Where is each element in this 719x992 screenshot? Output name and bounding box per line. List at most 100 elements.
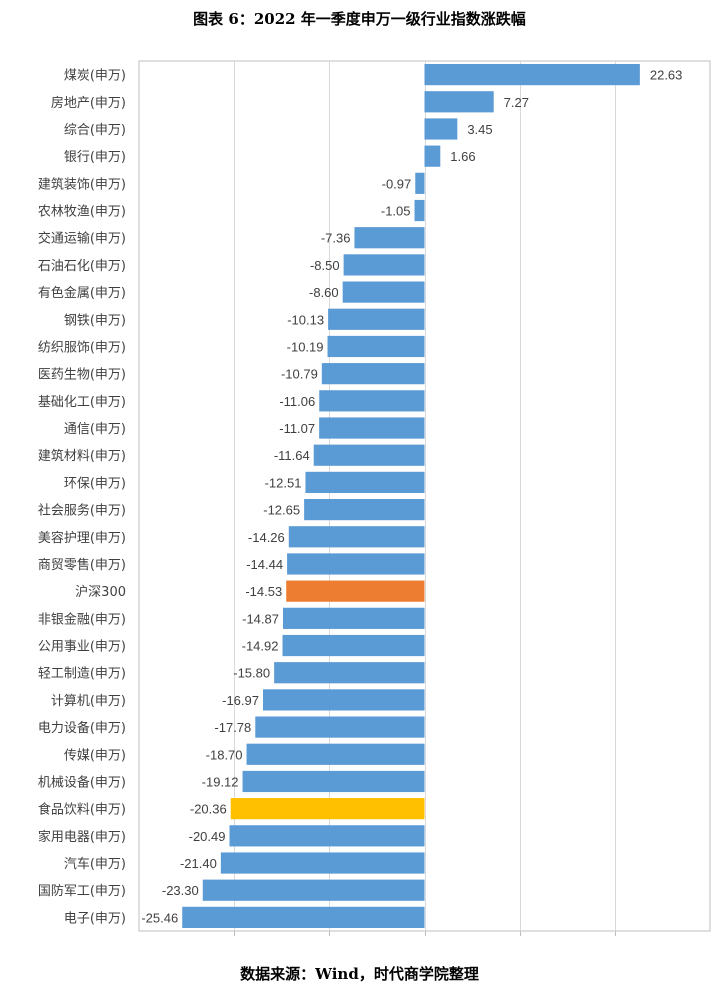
category-label: 公用事业(申万): [38, 640, 126, 655]
category-label: 电力设备(申万): [38, 720, 126, 736]
category-label: 农林牧渔(申万): [38, 205, 126, 220]
category-label: 食品饮料(申万): [38, 802, 126, 818]
bar: [424, 91, 494, 113]
bar: [415, 172, 425, 194]
data-label: -11.64: [274, 448, 310, 463]
bar: [220, 852, 425, 874]
bar: [230, 798, 425, 820]
source-note: 数据来源：Wind，时代商学院整理: [240, 965, 479, 983]
category-label: 石油石化(申万): [38, 259, 126, 274]
bar: [305, 471, 425, 494]
bar: [246, 743, 425, 765]
category-label: 纺织服饰(申万): [38, 340, 126, 355]
category-label: 煤炭(申万): [64, 69, 126, 84]
data-labels: 22.63 7.27 3.45 1.66 -0.97 -1.05 -7.36 -8.50 -8.…: [141, 68, 682, 926]
category-label: 家用电器(申万): [38, 829, 126, 845]
category-label: 环保(申万): [64, 476, 126, 491]
category-label: 综合(申万): [64, 123, 126, 138]
category-label: 沪深300: [75, 584, 126, 600]
bar: [343, 254, 425, 276]
bar: [319, 417, 425, 439]
bar: [282, 607, 425, 629]
data-label: -14.44: [246, 557, 283, 572]
bar: [242, 770, 425, 793]
category-label: 美容护理(申万): [38, 530, 126, 546]
data-label: 22.63: [650, 68, 683, 83]
data-label: -10.79: [281, 367, 318, 382]
data-label: -18.70: [206, 747, 243, 762]
data-label: -0.97: [382, 176, 412, 191]
bar: [282, 634, 425, 657]
data-label: -12.65: [263, 503, 300, 518]
category-label: 有色金属(申万): [38, 285, 126, 301]
data-label: -7.36: [321, 231, 351, 246]
category-labels: 煤炭(申万) 房地产(申万) 综合(申万) 银行(申万) 建筑装饰(申万) 农林牧渔(申万…: [38, 69, 126, 927]
data-label: -14.87: [242, 611, 279, 626]
bar: [424, 145, 441, 167]
category-label: 电子(申万): [64, 911, 126, 926]
data-label: 1.66: [450, 149, 475, 164]
data-label: -16.97: [222, 693, 259, 708]
category-label: 计算机(申万): [51, 694, 126, 709]
data-label: -23.30: [162, 883, 199, 898]
data-label: -17.78: [214, 720, 251, 735]
bar: [182, 906, 425, 929]
bar: [327, 335, 425, 358]
bar: [354, 227, 425, 249]
bar: [274, 662, 425, 684]
bar: [424, 118, 458, 140]
bar: [313, 444, 425, 466]
bar: [414, 199, 425, 222]
data-label: -11.07: [279, 421, 315, 436]
data-label: -20.49: [189, 829, 226, 844]
category-label: 传媒(申万): [64, 748, 126, 763]
category-label: 基础化工(申万): [38, 395, 126, 410]
data-label: -14.26: [248, 530, 285, 545]
chart-title: 图表 6：2022 年一季度申万一级行业指数涨跌幅: [193, 10, 526, 28]
category-label: 交通运输(申万): [38, 231, 126, 247]
data-label: 7.27: [504, 95, 529, 110]
category-label: 汽车(申万): [64, 856, 126, 872]
data-label: -8.60: [309, 285, 339, 300]
data-label: -12.51: [265, 475, 302, 490]
bar: [321, 363, 425, 385]
category-label: 社会服务(申万): [38, 503, 126, 519]
data-label: -8.50: [310, 258, 340, 273]
category-label: 通信(申万): [64, 422, 126, 437]
data-label: -15.80: [233, 666, 270, 681]
bar: [342, 281, 425, 303]
category-label: 房地产(申万): [51, 95, 126, 111]
bar: [263, 689, 425, 711]
data-label: 3.45: [467, 122, 492, 137]
category-label: 轻工制造(申万): [38, 667, 126, 682]
category-label: 医药生物(申万): [38, 368, 126, 383]
data-label: -21.40: [180, 856, 217, 871]
data-label: -11.06: [279, 394, 315, 409]
bar: [286, 580, 425, 602]
bar: [288, 526, 425, 548]
bar: [319, 390, 425, 412]
data-label: -10.13: [287, 312, 324, 327]
data-label: -14.53: [245, 584, 282, 599]
category-label: 建筑材料(申万): [38, 448, 126, 464]
category-label: 银行(申万): [64, 150, 126, 165]
bar: [287, 553, 425, 575]
category-label: 建筑装饰(申万): [38, 176, 126, 192]
data-label: -10.19: [287, 339, 324, 354]
category-label: 机械设备(申万): [38, 774, 126, 790]
category-label: 国防军工(申万): [38, 883, 126, 899]
category-label: 商贸零售(申万): [38, 557, 126, 573]
bar: [202, 879, 425, 901]
data-label: -19.12: [202, 774, 239, 789]
data-label: -1.05: [381, 204, 411, 219]
bar: [229, 825, 425, 847]
bars: [182, 63, 640, 929]
plot-border: [138, 60, 711, 932]
data-label: -25.46: [141, 910, 178, 925]
bar: [304, 498, 425, 521]
category-label: 钢铁(申万): [64, 313, 126, 328]
gridlines: [138, 60, 711, 936]
bar: [328, 308, 425, 330]
data-label: -20.36: [190, 802, 227, 817]
